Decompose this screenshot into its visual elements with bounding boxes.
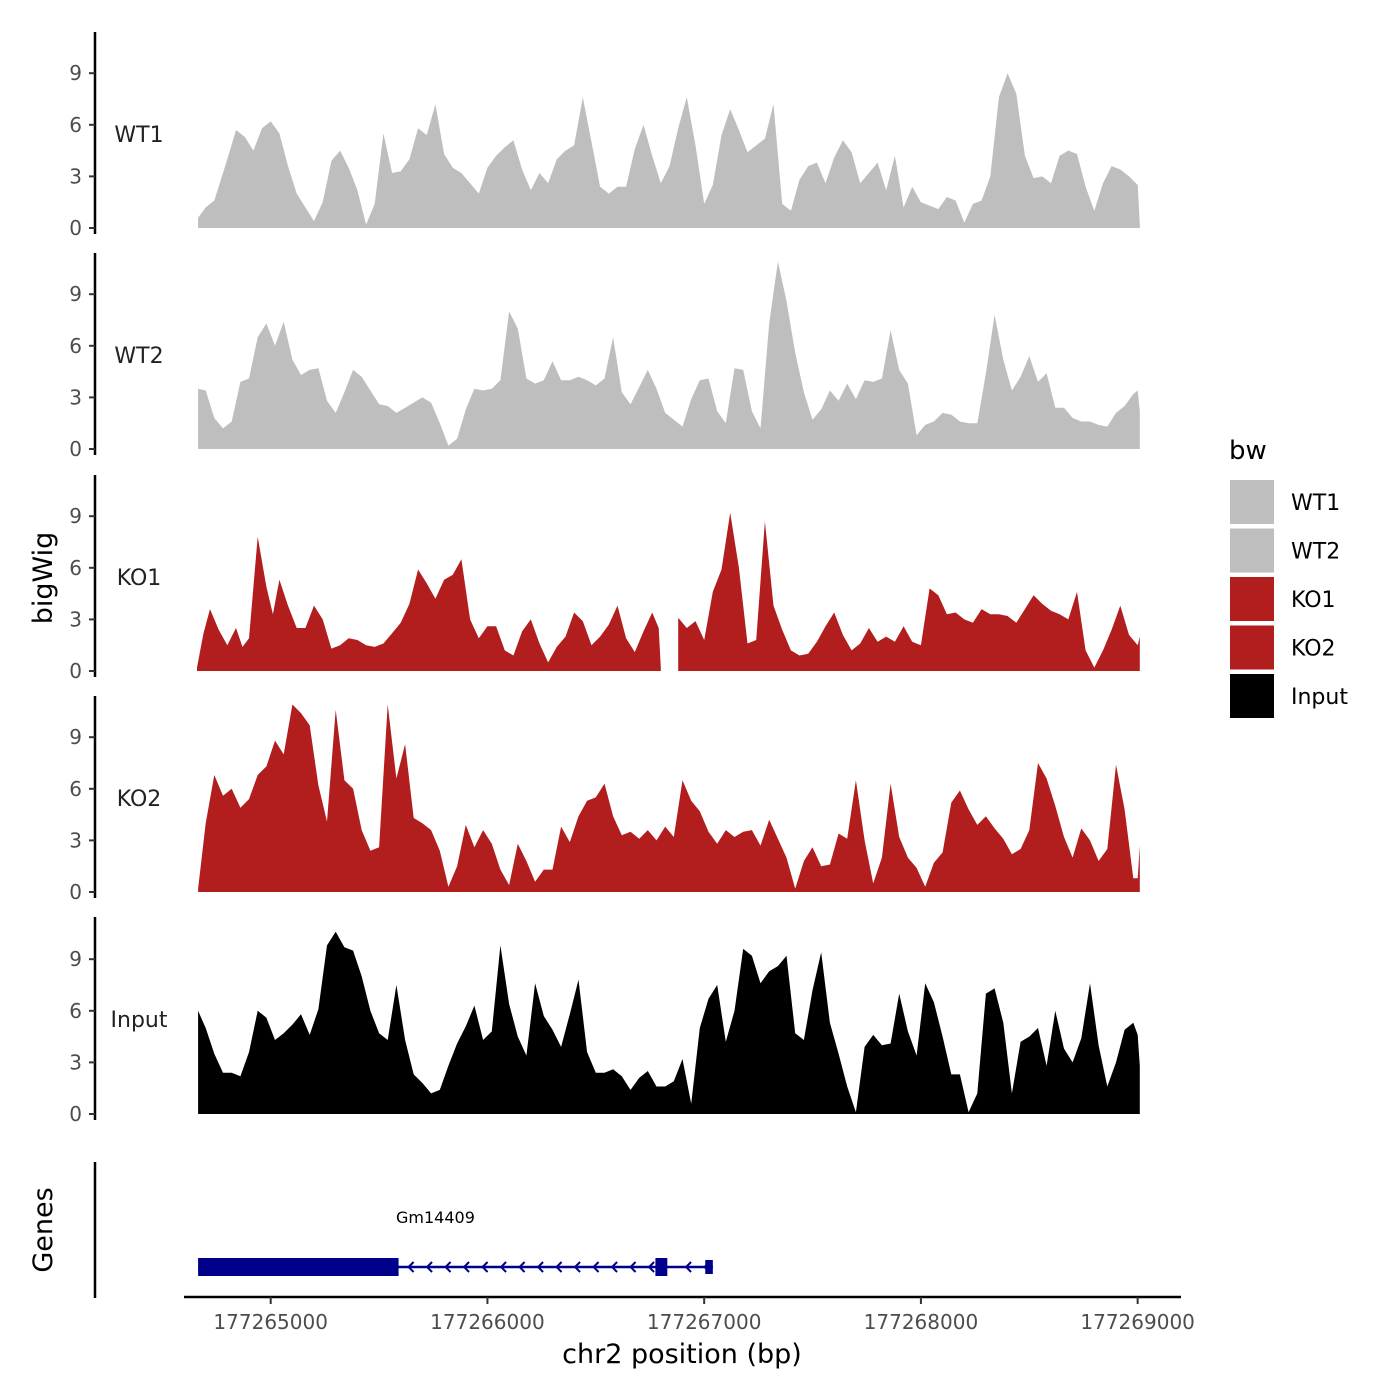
- strand-arrow: [647, 1261, 655, 1273]
- genes-track-label: Genes: [28, 1187, 59, 1272]
- coverage-area-wt1: [198, 73, 1140, 228]
- y-tick-label: 6: [69, 999, 82, 1023]
- bigwig-tracks: 0 3 6 9 WT1 0 3 6 9 WT2 0 3 6 9 KO1 0 3 6 9 KO2 0 3 6 9 Input: [69, 32, 1140, 1126]
- track-ko1: 0 3 6 9 KO1: [69, 475, 1140, 683]
- gene-model-gm14409[interactable]: [198, 1258, 713, 1276]
- x-axis: 177265000 177266000 177267000 177268000 1772…: [184, 1295, 1195, 1334]
- strand-arrow: [629, 1261, 637, 1273]
- legend-swatch-ko1: [1230, 577, 1274, 621]
- strand-arrow: [555, 1261, 563, 1273]
- gene-name-label: Gm14409: [396, 1208, 475, 1227]
- y-tick-label: 3: [69, 607, 82, 631]
- strand-arrow: [518, 1261, 526, 1273]
- y-tick-label: 0: [69, 880, 82, 904]
- genes-panel: Genes Gm14409: [28, 1162, 713, 1298]
- y-tick-label: 6: [69, 113, 82, 137]
- y-tick-label: 9: [69, 725, 82, 749]
- legend-swatch-input: [1230, 674, 1274, 718]
- legend-label-input: Input: [1291, 685, 1348, 710]
- track-label-wt1: WT1: [114, 123, 163, 148]
- x-tick-label: 177268000: [864, 1310, 979, 1334]
- y-tick-label: 9: [69, 282, 82, 306]
- legend-swatch-wt1: [1230, 480, 1274, 524]
- coverage-area-ko1-part1: [197, 536, 661, 671]
- y-tick-label: 3: [69, 385, 82, 409]
- y-tick-label: 0: [69, 659, 82, 683]
- legend: bw WT1 WT2 KO1 KO2 Input: [1229, 436, 1348, 718]
- track-ko2: 0 3 6 9 KO2: [69, 696, 1140, 904]
- strand-arrow: [462, 1261, 470, 1273]
- strand-arrow: [425, 1261, 433, 1273]
- x-axis-title: chr2 position (bp): [562, 1339, 802, 1370]
- gene-exon: [655, 1258, 668, 1276]
- x-tick-label: 177266000: [430, 1310, 545, 1334]
- y-tick-label: 0: [69, 1102, 82, 1126]
- y-tick-label: 6: [69, 777, 82, 801]
- y-tick-label: 3: [69, 1050, 82, 1074]
- legend-label-wt2: WT2: [1291, 540, 1340, 565]
- gene-exon: [198, 1258, 399, 1276]
- gene-exon: [705, 1260, 713, 1274]
- y-axis-title: bigWig: [28, 532, 59, 625]
- y-tick-label: 6: [69, 334, 82, 358]
- strand-arrow: [499, 1261, 507, 1273]
- track-label-input: Input: [111, 1008, 168, 1033]
- track-label-ko2: KO2: [117, 787, 162, 812]
- track-wt2: 0 3 6 9 WT2: [69, 253, 1140, 461]
- coverage-area-ko2: [198, 704, 1140, 892]
- strand-arrow: [573, 1261, 581, 1273]
- y-tick-label: 9: [69, 504, 82, 528]
- y-tick-label: 3: [69, 164, 82, 188]
- legend-label-ko2: KO2: [1291, 637, 1336, 662]
- x-tick-label: 177267000: [647, 1310, 762, 1334]
- y-tick-label: 9: [69, 61, 82, 85]
- track-input: 0 3 6 9 Input: [69, 917, 1140, 1126]
- track-label-ko1: KO1: [117, 566, 162, 591]
- legend-swatch-wt2: [1230, 528, 1274, 573]
- legend-label-wt1: WT1: [1291, 491, 1340, 516]
- y-tick-label: 0: [69, 216, 82, 240]
- coverage-area-wt2: [198, 261, 1140, 449]
- strand-arrow: [610, 1261, 618, 1273]
- strand-arrow: [536, 1261, 544, 1273]
- strand-arrow: [684, 1261, 692, 1273]
- legend-swatch-ko2: [1230, 625, 1274, 670]
- y-tick-label: 6: [69, 556, 82, 580]
- y-tick-label: 3: [69, 828, 82, 852]
- strand-arrow: [444, 1261, 452, 1273]
- strand-arrow: [592, 1261, 600, 1273]
- coverage-area-ko1-part2: [678, 512, 1140, 671]
- y-tick-label: 0: [69, 437, 82, 461]
- legend-label-ko1: KO1: [1291, 588, 1336, 613]
- track-label-wt2: WT2: [114, 344, 163, 369]
- y-tick-label: 9: [69, 947, 82, 971]
- strand-arrow: [407, 1261, 415, 1273]
- x-tick-label: 177269000: [1080, 1310, 1195, 1334]
- legend-title: bw: [1229, 436, 1267, 466]
- coverage-area-input: [198, 931, 1140, 1114]
- track-wt1: 0 3 6 9 WT1: [69, 32, 1140, 240]
- strand-arrow: [481, 1261, 489, 1273]
- x-tick-label: 177265000: [213, 1310, 328, 1334]
